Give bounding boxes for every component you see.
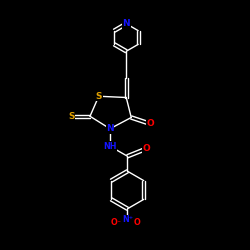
Text: NH: NH bbox=[103, 142, 117, 151]
Text: O: O bbox=[134, 218, 140, 227]
Text: S: S bbox=[68, 112, 74, 121]
Text: S: S bbox=[96, 92, 102, 101]
Text: N: N bbox=[106, 124, 114, 133]
Text: O⁻: O⁻ bbox=[111, 218, 122, 227]
Text: O: O bbox=[146, 119, 154, 128]
Text: N: N bbox=[122, 19, 130, 28]
Text: O: O bbox=[142, 144, 150, 153]
Text: N⁺: N⁺ bbox=[122, 216, 133, 224]
